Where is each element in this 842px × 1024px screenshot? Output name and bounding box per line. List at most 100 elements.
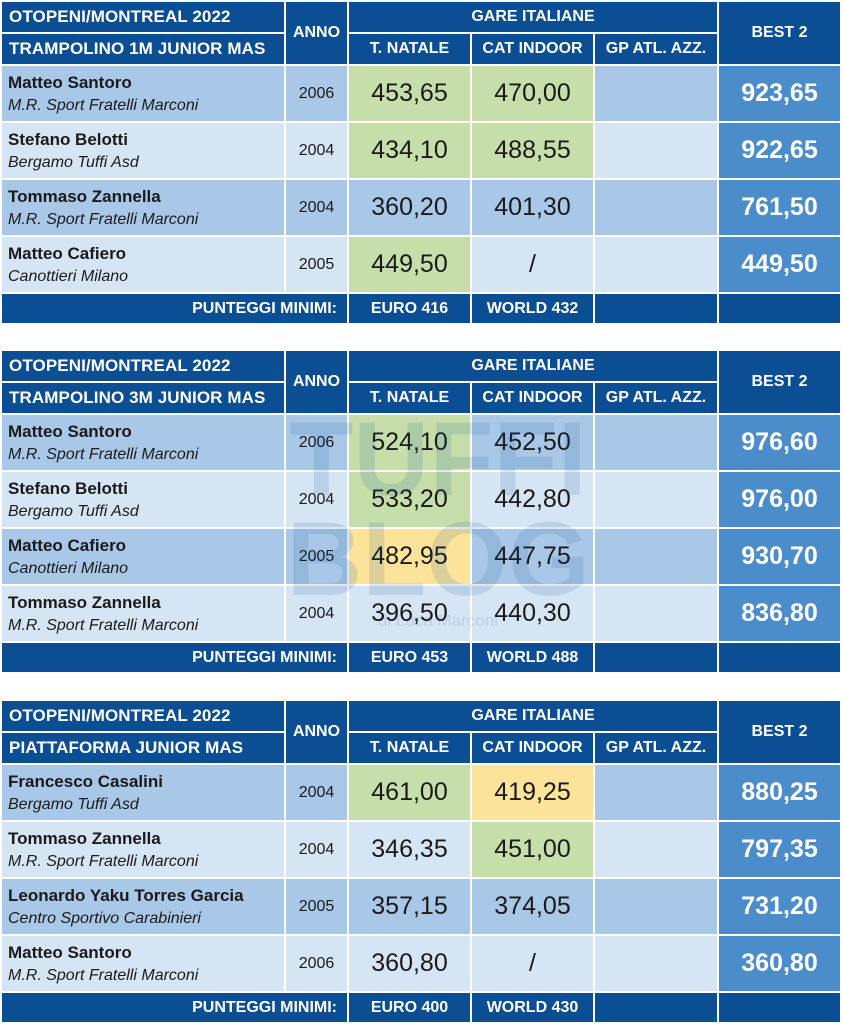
ranking-table-1: OTOPENI/MONTREAL 2022 ANNO GARE ITALIANE BE… (0, 2, 842, 323)
athlete-cell: Tommaso Zannella M.R. Sport Fratelli Marc… (2, 822, 284, 877)
athlete-cell: Stefano Belotti Bergamo Tuffi Asd (2, 472, 284, 527)
tnatale-score: 434,10 (349, 123, 470, 178)
minimum-scores-label: PUNTEGGI MINIMI: (2, 294, 347, 323)
tnatale-score: 453,65 (349, 66, 470, 121)
best2-score: 976,00 (719, 472, 840, 527)
athlete-cell: Matteo Santoro M.R. Sport Fratelli Marcon… (2, 936, 284, 991)
competition-title: OTOPENI/MONTREAL 2022 (2, 2, 284, 32)
minimum-scores-label: PUNTEGGI MINIMI: (2, 993, 347, 1022)
gp-atl-azz-header: GP ATL. AZZ. (595, 733, 717, 763)
tnatale-score: 461,00 (349, 765, 470, 820)
best2-score: 449,50 (719, 237, 840, 292)
athlete-name: Tommaso Zannella (8, 592, 161, 612)
gare-italiane-header: GARE ITALIANE (349, 701, 717, 731)
athlete-name: Matteo Cafiero (8, 535, 127, 555)
gp-atl-azz-header: GP ATL. AZZ. (595, 34, 717, 64)
gp-score (595, 237, 717, 292)
gp-score (595, 472, 717, 527)
footer-empty-cell (595, 294, 717, 323)
athlete-name: Tommaso Zannella (8, 186, 161, 206)
birth-year: 2004 (286, 123, 347, 178)
ranking-table-2: OTOPENI/MONTREAL 2022 ANNO GARE ITALIANE BE… (0, 351, 842, 672)
competition-title: OTOPENI/MONTREAL 2022 (2, 351, 284, 381)
gare-italiane-header: GARE ITALIANE (349, 2, 717, 32)
athlete-cell: Leonardo Yaku Torres Garcia Centro Sporti… (2, 879, 284, 934)
euro-minimum: EURO 453 (349, 643, 470, 672)
catindoor-header: CAT INDOOR (472, 733, 593, 763)
footer-empty-best (719, 993, 840, 1022)
athlete-cell: Tommaso Zannella M.R. Sport Fratelli Marc… (2, 586, 284, 641)
footer-empty-cell (595, 993, 717, 1022)
catindoor-score: / (472, 237, 593, 292)
athlete-club: Centro Sportivo Carabinieri (8, 909, 201, 927)
athlete-name: Leonardo Yaku Torres Garcia (8, 885, 244, 905)
gp-score (595, 765, 717, 820)
athlete-cell: Matteo Santoro M.R. Sport Fratelli Marcon… (2, 66, 284, 121)
tnatale-header: T. NATALE (349, 383, 470, 413)
tnatale-score: 396,50 (349, 586, 470, 641)
athlete-cell: Stefano Belotti Bergamo Tuffi Asd (2, 123, 284, 178)
gp-atl-azz-header: GP ATL. AZZ. (595, 383, 717, 413)
athlete-name: Stefano Belotti (8, 129, 128, 149)
gp-score (595, 936, 717, 991)
event-title: TRAMPOLINO 1M JUNIOR MAS (2, 34, 284, 64)
footer-empty-best (719, 294, 840, 323)
gp-score (595, 879, 717, 934)
athlete-name: Matteo Cafiero (8, 243, 127, 263)
year-header: ANNO (286, 2, 347, 64)
catindoor-header: CAT INDOOR (472, 383, 593, 413)
athlete-club: Bergamo Tuffi Asd (8, 153, 139, 171)
birth-year: 2004 (286, 180, 347, 235)
footer-empty-best (719, 643, 840, 672)
birth-year: 2004 (286, 586, 347, 641)
athlete-club: M.R. Sport Fratelli Marconi (8, 210, 199, 228)
catindoor-score: 419,25 (472, 765, 593, 820)
footer-empty-cell (595, 643, 717, 672)
event-title: PIATTAFORMA JUNIOR MAS (2, 733, 284, 763)
birth-year: 2004 (286, 472, 347, 527)
athlete-club: M.R. Sport Fratelli Marconi (8, 616, 199, 634)
euro-minimum: EURO 416 (349, 294, 470, 323)
athlete-club: Bergamo Tuffi Asd (8, 502, 139, 520)
birth-year: 2005 (286, 879, 347, 934)
best2-header: BEST 2 (719, 351, 840, 413)
birth-year: 2005 (286, 237, 347, 292)
tnatale-score: 449,50 (349, 237, 470, 292)
tnatale-header: T. NATALE (349, 733, 470, 763)
year-header: ANNO (286, 351, 347, 413)
world-minimum: WORLD 488 (472, 643, 593, 672)
minimum-scores-label: PUNTEGGI MINIMI: (2, 643, 347, 672)
tnatale-score: 360,20 (349, 180, 470, 235)
ranking-table-3: OTOPENI/MONTREAL 2022 ANNO GARE ITALIANE BE… (0, 701, 842, 1022)
gp-score (595, 586, 717, 641)
gp-score (595, 66, 717, 121)
world-minimum: WORLD 430 (472, 993, 593, 1022)
catindoor-score: 452,50 (472, 415, 593, 470)
birth-year: 2006 (286, 66, 347, 121)
athlete-cell: Francesco Casalini Bergamo Tuffi Asd (2, 765, 284, 820)
world-minimum: WORLD 432 (472, 294, 593, 323)
athlete-cell: Tommaso Zannella M.R. Sport Fratelli Marc… (2, 180, 284, 235)
catindoor-score: 401,30 (472, 180, 593, 235)
athlete-name: Matteo Santoro (8, 72, 132, 92)
catindoor-score: 442,80 (472, 472, 593, 527)
event-title: TRAMPOLINO 3M JUNIOR MAS (2, 383, 284, 413)
tnatale-header: T. NATALE (349, 34, 470, 64)
tnatale-score: 482,95 (349, 529, 470, 584)
athlete-cell: Matteo Cafiero Canottieri Milano (2, 529, 284, 584)
best2-score: 976,60 (719, 415, 840, 470)
tnatale-score: 357,15 (349, 879, 470, 934)
catindoor-score: 374,05 (472, 879, 593, 934)
athlete-club: M.R. Sport Fratelli Marconi (8, 966, 199, 984)
birth-year: 2006 (286, 936, 347, 991)
catindoor-score: / (472, 936, 593, 991)
catindoor-score: 440,30 (472, 586, 593, 641)
best2-score: 360,80 (719, 936, 840, 991)
athlete-name: Stefano Belotti (8, 478, 128, 498)
athlete-club: M.R. Sport Fratelli Marconi (8, 96, 199, 114)
tnatale-score: 360,80 (349, 936, 470, 991)
athlete-cell: Matteo Santoro M.R. Sport Fratelli Marcon… (2, 415, 284, 470)
athlete-club: M.R. Sport Fratelli Marconi (8, 445, 199, 463)
catindoor-score: 451,00 (472, 822, 593, 877)
gp-score (595, 529, 717, 584)
